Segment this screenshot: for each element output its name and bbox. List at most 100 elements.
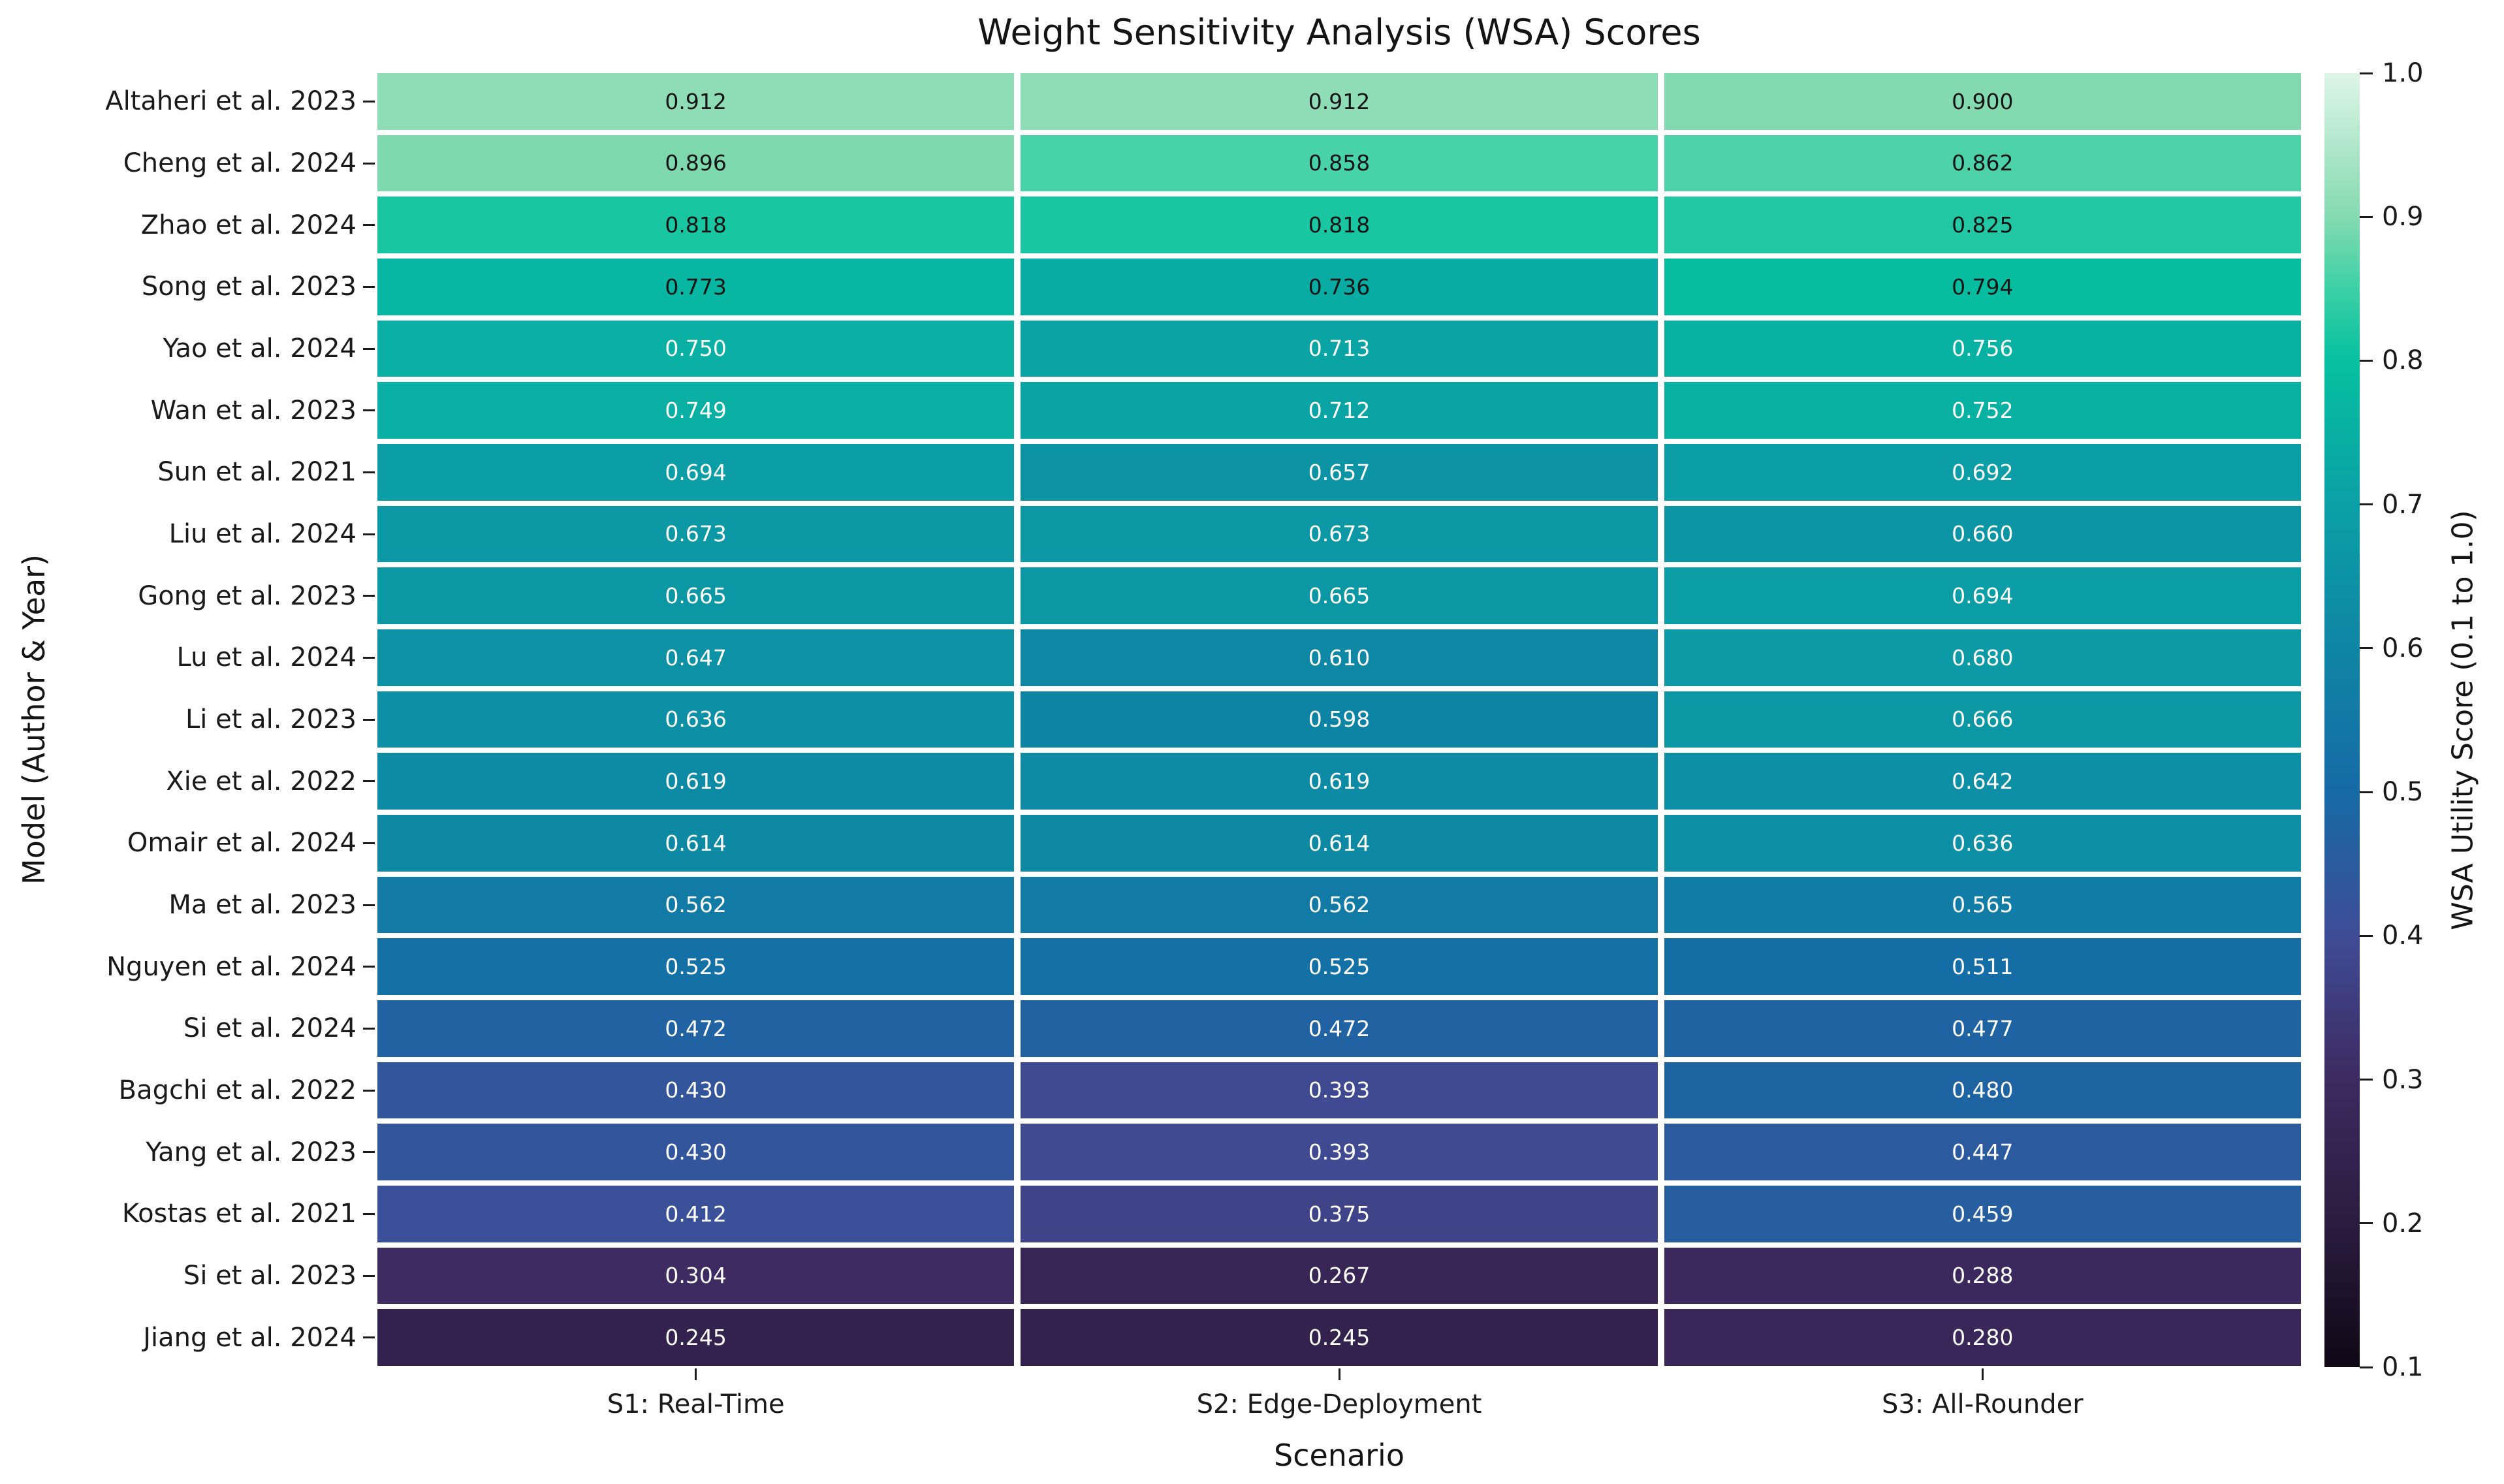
heatmap-cell: 0.912 bbox=[377, 73, 1015, 130]
y-tick-mark bbox=[363, 409, 375, 412]
colorbar-gradient bbox=[2324, 73, 2360, 1367]
y-tick-label: Kostas et al. 2021 bbox=[121, 1199, 357, 1229]
x-tick-mark bbox=[1338, 1368, 1340, 1380]
heatmap-cell: 0.680 bbox=[1664, 629, 2301, 686]
y-tick-mark bbox=[363, 1274, 375, 1277]
heatmap-cell: 0.912 bbox=[1021, 73, 1658, 130]
heatmap-cell: 0.280 bbox=[1664, 1309, 2301, 1366]
colorbar-tick-label: 0.3 bbox=[2382, 1064, 2424, 1095]
heatmap-cell: 0.665 bbox=[1021, 567, 1658, 624]
y-tick-mark bbox=[363, 780, 375, 783]
y-tick-mark bbox=[363, 966, 375, 968]
y-tick-label: Omair et al. 2024 bbox=[127, 828, 357, 859]
y-tick-label: Gong et al. 2023 bbox=[138, 580, 357, 611]
y-tick-mark bbox=[363, 718, 375, 721]
heatmap-cell: 0.525 bbox=[377, 938, 1015, 995]
colorbar-tick-mark bbox=[2360, 1366, 2373, 1368]
y-tick-mark bbox=[363, 1212, 375, 1215]
colorbar-tick-mark bbox=[2360, 791, 2373, 793]
heatmap-cell: 0.393 bbox=[1021, 1124, 1658, 1180]
heatmap-cell: 0.756 bbox=[1664, 320, 2301, 377]
y-tick-mark bbox=[363, 1089, 375, 1092]
x-tick-label: S3: All-Rounder bbox=[1881, 1389, 2084, 1419]
heatmap-cell: 0.412 bbox=[377, 1185, 1015, 1242]
heatmap-cell: 0.472 bbox=[1021, 1000, 1658, 1057]
colorbar-tick-mark bbox=[2360, 1222, 2373, 1225]
heatmap-cell: 0.818 bbox=[1021, 197, 1658, 253]
heatmap-cell: 0.375 bbox=[1021, 1185, 1658, 1242]
heatmap-cell: 0.480 bbox=[1664, 1062, 2301, 1119]
y-tick-mark bbox=[363, 656, 375, 659]
y-tick-mark bbox=[363, 842, 375, 844]
heatmap-cell: 0.477 bbox=[1664, 1000, 2301, 1057]
heatmap-cell: 0.858 bbox=[1021, 134, 1658, 192]
y-tick-mark bbox=[363, 1027, 375, 1030]
y-tick-label: Cheng et al. 2024 bbox=[123, 148, 357, 178]
y-tick-mark bbox=[363, 1151, 375, 1154]
heatmap-cell: 0.430 bbox=[377, 1124, 1015, 1180]
y-tick-mark bbox=[363, 533, 375, 535]
colorbar-tick-mark bbox=[2360, 72, 2373, 74]
heatmap-cell: 0.619 bbox=[1021, 753, 1658, 810]
colorbar-tick-label: 0.4 bbox=[2382, 921, 2424, 951]
y-tick-label: Si et al. 2023 bbox=[183, 1261, 357, 1291]
heatmap-cell: 0.267 bbox=[1021, 1247, 1658, 1304]
colorbar-tick-mark bbox=[2360, 359, 2373, 362]
colorbar-tick-label: 1.0 bbox=[2382, 58, 2424, 88]
heatmap-cell: 0.818 bbox=[377, 197, 1015, 253]
heatmap-cell: 0.825 bbox=[1664, 197, 2301, 253]
colorbar-label: WSA Utility Score (0.1 to 1.0) bbox=[2446, 510, 2480, 930]
x-tick-mark bbox=[1981, 1368, 1984, 1380]
colorbar-tick-label: 0.6 bbox=[2382, 633, 2424, 663]
heatmap-cell: 0.562 bbox=[377, 876, 1015, 934]
y-tick-label: Yang et al. 2023 bbox=[146, 1137, 357, 1167]
chart-title: Weight Sensitivity Analysis (WSA) Scores bbox=[977, 12, 1701, 53]
y-tick-mark bbox=[363, 904, 375, 906]
heatmap-cell: 0.673 bbox=[377, 505, 1015, 563]
colorbar-tick-mark bbox=[2360, 503, 2373, 506]
colorbar-tick-label: 0.8 bbox=[2382, 345, 2424, 376]
heatmap-cell: 0.304 bbox=[377, 1247, 1015, 1304]
heatmap-cell: 0.900 bbox=[1664, 73, 2301, 130]
heatmap-cell: 0.896 bbox=[377, 134, 1015, 192]
heatmap-cell: 0.694 bbox=[1664, 567, 2301, 624]
y-tick-label: Altaheri et al. 2023 bbox=[105, 86, 357, 117]
x-tick-label: S1: Real-Time bbox=[607, 1389, 785, 1419]
heatmap-cell: 0.459 bbox=[1664, 1185, 2301, 1242]
y-tick-label: Song et al. 2023 bbox=[141, 272, 357, 302]
heatmap-cell: 0.657 bbox=[1021, 443, 1658, 501]
heatmap-cell: 0.472 bbox=[377, 1000, 1015, 1057]
colorbar-tick-label: 0.1 bbox=[2382, 1352, 2424, 1382]
y-tick-label: Bagchi et al. 2022 bbox=[118, 1075, 357, 1105]
heatmap-cell: 0.525 bbox=[1021, 938, 1658, 995]
y-tick-mark bbox=[363, 347, 375, 350]
heatmap-cell: 0.752 bbox=[1664, 382, 2301, 439]
heatmap-cell: 0.598 bbox=[1021, 691, 1658, 748]
heatmap-cell: 0.610 bbox=[1021, 629, 1658, 686]
heatmap-cell: 0.614 bbox=[1021, 814, 1658, 872]
heatmap-cell: 0.619 bbox=[377, 753, 1015, 810]
heatmap-cell: 0.245 bbox=[1021, 1309, 1658, 1366]
y-axis-label: Model (Author & Year) bbox=[16, 554, 52, 885]
heatmap-grid: 0.912 0.912 0.900 0.896 0.858 0.862 0.818 0.818… bbox=[377, 73, 2301, 1366]
heatmap-cell: 0.666 bbox=[1664, 691, 2301, 748]
heatmap-cell: 0.636 bbox=[1664, 814, 2301, 872]
heatmap-cell: 0.736 bbox=[1021, 258, 1658, 315]
y-tick-label: Jiang et al. 2024 bbox=[143, 1322, 357, 1353]
heatmap-cell: 0.712 bbox=[1021, 382, 1658, 439]
heatmap-cell: 0.245 bbox=[377, 1309, 1015, 1366]
y-tick-mark bbox=[363, 224, 375, 227]
y-tick-mark bbox=[363, 100, 375, 103]
heatmap-cell: 0.430 bbox=[377, 1062, 1015, 1119]
colorbar-tick-mark bbox=[2360, 934, 2373, 937]
colorbar-tick-label: 0.2 bbox=[2382, 1208, 2424, 1239]
y-tick-label: Li et al. 2023 bbox=[185, 704, 357, 734]
y-tick-label: Si et al. 2024 bbox=[183, 1013, 357, 1044]
colorbar-tick-mark bbox=[2360, 647, 2373, 650]
y-tick-mark bbox=[363, 285, 375, 288]
y-tick-mark bbox=[363, 162, 375, 165]
y-tick-label: Zhao et al. 2024 bbox=[140, 210, 357, 240]
heatmap-cell: 0.673 bbox=[1021, 505, 1658, 563]
heatmap-cell: 0.660 bbox=[1664, 505, 2301, 563]
